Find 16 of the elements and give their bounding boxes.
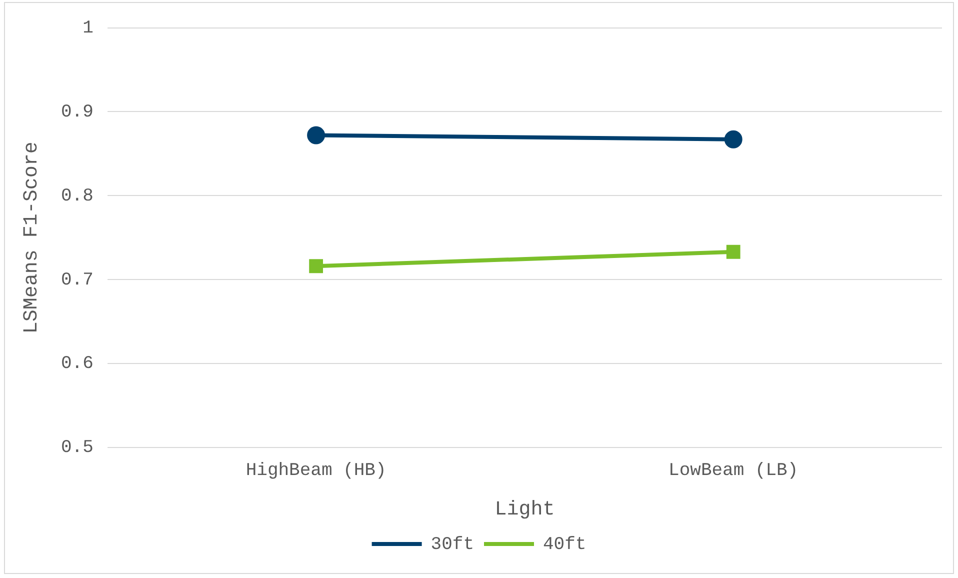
point — [307, 126, 326, 144]
y-tick-label: 0.8 — [61, 186, 94, 206]
y-tick-label: 0.5 — [61, 438, 94, 458]
y-tick-label: 0.9 — [61, 102, 94, 122]
point — [309, 259, 324, 274]
point — [726, 244, 740, 259]
legend-label: 30ft — [430, 534, 474, 555]
x-tick-label: HighBeam (HB) — [246, 460, 386, 481]
x-tick-label: LowBeam (LB) — [668, 460, 798, 481]
y-axis-title: LSMeans F1-Score — [20, 142, 44, 334]
y-tick-label: 0.7 — [61, 270, 94, 290]
x-axis-title: Light — [494, 498, 555, 522]
legend-label: 40ft — [543, 534, 586, 555]
y-tick-label: 0.6 — [61, 354, 94, 374]
y-tick-label: 1 — [82, 18, 94, 39]
point — [724, 130, 742, 148]
